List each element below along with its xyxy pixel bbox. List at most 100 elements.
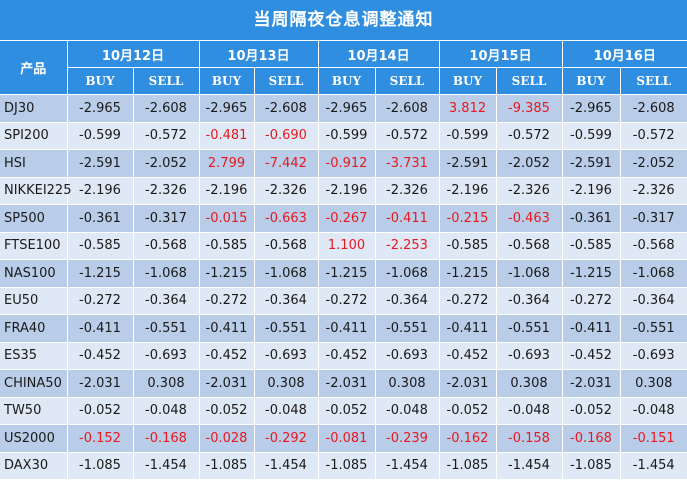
sell-value-cell: -0.551: [620, 314, 687, 343]
buy-column-header: BUY: [318, 67, 376, 95]
product-name-cell: TW50: [0, 397, 68, 425]
buy-value-cell: -2.031: [67, 369, 134, 398]
buy-column-header: BUY: [562, 67, 621, 95]
table-row: CHINA50 -2.031 0.308 -2.031 0.308 -2.031 0.308…: [0, 369, 687, 398]
buy-value-cell: -0.052: [439, 397, 497, 425]
buy-value-cell: -0.162: [439, 424, 497, 453]
buy-value-cell: -2.196: [562, 177, 621, 205]
buy-value-cell: -0.152: [67, 424, 134, 453]
buy-value-cell: -1.215: [318, 259, 376, 288]
buy-value-cell: -0.267: [318, 204, 376, 233]
sell-value-cell: -0.663: [254, 204, 319, 233]
sell-value-cell: -1.068: [375, 259, 440, 288]
buy-value-cell: -0.411: [199, 314, 255, 343]
sell-value-cell: -0.551: [496, 314, 563, 343]
sell-value-cell: -0.551: [133, 314, 200, 343]
buy-value-cell: -2.591: [67, 149, 134, 178]
buy-column-header: BUY: [67, 67, 134, 95]
sell-column-header: SELL: [375, 67, 440, 95]
table-row: TW50 -0.052 -0.048 -0.052 -0.048 -0.052 -0.048…: [0, 397, 687, 425]
date-header: 10月16日: [562, 41, 687, 68]
buy-value-cell: -0.481: [199, 122, 255, 150]
buy-value-cell: -2.591: [439, 149, 497, 178]
sell-value-cell: -0.317: [620, 204, 687, 233]
buy-value-cell: -0.272: [67, 287, 134, 315]
buy-value-cell: -0.411: [318, 314, 376, 343]
product-name-cell: DAX30: [0, 452, 68, 480]
sell-value-cell: -0.551: [254, 314, 319, 343]
buy-value-cell: -0.599: [318, 122, 376, 150]
buy-value-cell: -0.168: [562, 424, 621, 453]
sell-value-cell: -0.364: [620, 287, 687, 315]
product-column-header: 产品: [0, 41, 68, 95]
buy-value-cell: -0.052: [67, 397, 134, 425]
table-row: US2000 -0.152 -0.168 -0.028 -0.292 -0.081 -0.2…: [0, 424, 687, 453]
sell-value-cell: -0.317: [133, 204, 200, 233]
sell-value-cell: -2.326: [254, 177, 319, 205]
buy-value-cell: -0.411: [562, 314, 621, 343]
sell-value-cell: -2.253: [375, 232, 440, 260]
sell-value-cell: -0.048: [375, 397, 440, 425]
sell-value-cell: -0.568: [133, 232, 200, 260]
sell-value-cell: -2.608: [254, 94, 319, 123]
sell-value-cell: -0.572: [496, 122, 563, 150]
sell-value-cell: 0.308: [375, 369, 440, 398]
buy-value-cell: -2.965: [562, 94, 621, 123]
table-row: DJ30 -2.965 -2.608 -2.965 -2.608 -2.965 -2.608…: [0, 94, 687, 123]
table-row: NIKKEI225 -2.196 -2.326 -2.196 -2.326 -2.196-…: [0, 177, 687, 205]
sell-value-cell: -0.048: [496, 397, 563, 425]
sell-value-cell: -0.411: [375, 204, 440, 233]
buy-value-cell: -2.031: [318, 369, 376, 398]
sell-value-cell: -0.158: [496, 424, 563, 453]
buy-value-cell: -1.085: [562, 452, 621, 480]
buy-value-cell: -0.015: [199, 204, 255, 233]
sell-value-cell: -0.690: [254, 122, 319, 150]
sell-value-cell: 0.308: [496, 369, 563, 398]
product-name-cell: SP500: [0, 204, 68, 233]
sell-value-cell: -3.731: [375, 149, 440, 178]
date-header: 10月14日: [318, 41, 440, 68]
buy-value-cell: -0.599: [562, 122, 621, 150]
sell-value-cell: -0.693: [375, 342, 440, 370]
sell-value-cell: -0.568: [620, 232, 687, 260]
page-title: 当周隔夜仓息调整通知: [0, 0, 687, 41]
buy-value-cell: -0.052: [318, 397, 376, 425]
buy-value-cell: -2.196: [318, 177, 376, 205]
date-header: 10月15日: [439, 41, 563, 68]
sell-value-cell: -2.326: [133, 177, 200, 205]
buy-value-cell: -0.361: [562, 204, 621, 233]
buy-value-cell: -0.585: [199, 232, 255, 260]
sell-value-cell: -0.551: [375, 314, 440, 343]
buy-value-cell: -1.215: [562, 259, 621, 288]
sell-value-cell: 0.308: [254, 369, 319, 398]
buy-value-cell: -0.052: [199, 397, 255, 425]
sell-value-cell: -0.151: [620, 424, 687, 453]
sell-value-cell: -0.048: [254, 397, 319, 425]
buy-value-cell: -1.085: [318, 452, 376, 480]
sell-value-cell: -2.052: [496, 149, 563, 178]
buy-value-cell: -2.965: [199, 94, 255, 123]
table-row: NAS100 -1.215 -1.068 -1.215 -1.068 -1.215 -1.0…: [0, 259, 687, 288]
buy-value-cell: 1.100: [318, 232, 376, 260]
table-row: HSI -2.591 -2.052 2.799 -7.442 -0.912 -3.731 -2…: [0, 149, 687, 178]
sell-value-cell: -0.364: [496, 287, 563, 315]
sell-value-cell: -1.068: [254, 259, 319, 288]
table-row: FTSE100 -0.585 -0.568 -0.585 -0.568 1.100 -2.2…: [0, 232, 687, 260]
buy-value-cell: -0.585: [67, 232, 134, 260]
buy-value-cell: -0.452: [318, 342, 376, 370]
date-header: 10月12日: [67, 41, 200, 68]
table-header: 产品 10月12日 10月13日 10月14日 10月15日 10月16日 BU…: [0, 41, 687, 95]
buy-value-cell: -0.599: [439, 122, 497, 150]
buy-value-cell: -2.196: [439, 177, 497, 205]
buy-value-cell: -0.081: [318, 424, 376, 453]
buy-value-cell: -2.196: [199, 177, 255, 205]
sell-value-cell: -2.326: [375, 177, 440, 205]
sell-value-cell: -0.364: [375, 287, 440, 315]
sell-value-cell: -2.608: [375, 94, 440, 123]
buy-value-cell: -0.052: [562, 397, 621, 425]
buy-value-cell: -1.215: [67, 259, 134, 288]
buy-value-cell: -1.215: [199, 259, 255, 288]
sell-value-cell: -1.454: [375, 452, 440, 480]
buy-value-cell: -0.912: [318, 149, 376, 178]
